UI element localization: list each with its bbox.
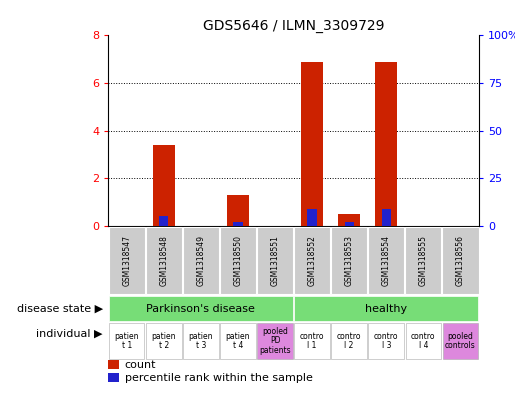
Bar [301,62,323,226]
Bar [109,296,293,321]
Text: GSM1318552: GSM1318552 [307,235,317,286]
Bar [220,323,256,359]
Bar [294,227,330,294]
Bar [405,323,441,359]
Bar [109,323,145,359]
Text: GSM1318548: GSM1318548 [159,235,168,286]
Text: pooled
PD
patients: pooled PD patients [259,327,291,355]
Bar [183,227,219,294]
Text: disease state ▶: disease state ▶ [17,303,103,314]
Bar [375,62,398,226]
Bar [331,323,367,359]
Text: GSM1318556: GSM1318556 [456,235,465,286]
Bar [233,222,243,226]
Text: GSM1318550: GSM1318550 [233,235,243,286]
Text: percentile rank within the sample: percentile rank within the sample [125,373,313,383]
Bar [307,209,317,226]
Bar [108,373,119,382]
Text: GSM1318547: GSM1318547 [122,235,131,286]
Bar [368,323,404,359]
Bar [338,214,360,226]
Text: patien
t 2: patien t 2 [151,332,176,350]
Text: individual ▶: individual ▶ [37,329,103,338]
Bar [146,323,182,359]
Bar [368,227,404,294]
Text: contro
l 2: contro l 2 [337,332,362,350]
Bar [257,227,293,294]
Bar [183,323,219,359]
Bar [159,217,168,226]
Text: contro
l 4: contro l 4 [411,332,436,350]
Text: GSM1318551: GSM1318551 [270,235,280,286]
Text: GSM1318553: GSM1318553 [345,235,354,286]
Bar [345,222,354,226]
Text: pooled
controls: pooled controls [445,332,476,350]
Bar [405,227,441,294]
Bar [146,227,182,294]
Bar [442,323,478,359]
Bar [257,323,293,359]
Bar [108,360,119,369]
Text: contro
l 3: contro l 3 [374,332,399,350]
Bar [294,323,330,359]
Text: patien
t 3: patien t 3 [188,332,213,350]
Text: GSM1318555: GSM1318555 [419,235,428,286]
Text: GSM1318549: GSM1318549 [196,235,205,286]
Text: GSM1318554: GSM1318554 [382,235,391,286]
Bar [227,195,249,226]
Bar [294,296,478,321]
Bar [220,227,256,294]
Bar [442,227,478,294]
Text: count: count [125,360,157,369]
Text: patien
t 1: patien t 1 [114,332,139,350]
Text: Parkinson's disease: Parkinson's disease [146,303,255,314]
Title: GDS5646 / ILMN_3309729: GDS5646 / ILMN_3309729 [203,19,384,33]
Text: patien
t 4: patien t 4 [226,332,250,350]
Bar [331,227,367,294]
Bar [152,145,175,226]
Bar [109,227,145,294]
Text: contro
l 1: contro l 1 [300,332,324,350]
Bar [382,209,391,226]
Text: healthy: healthy [365,303,407,314]
